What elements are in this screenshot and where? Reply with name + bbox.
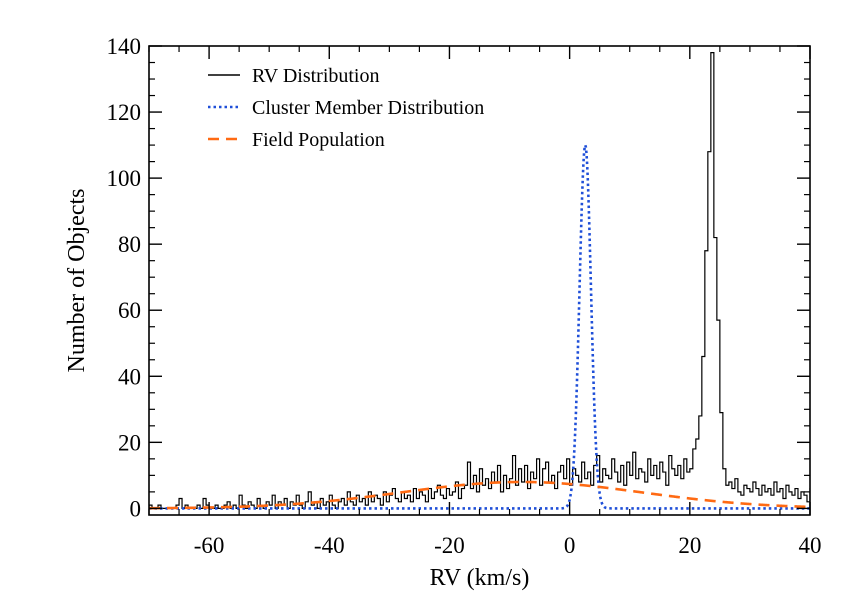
legend-label-1: RV Distribution [252, 65, 380, 87]
series-line-2 [149, 140, 810, 510]
legend-label-3: Field Population [252, 129, 385, 151]
series-line-1 [149, 52, 810, 509]
y-axis-label: Number of Objects [64, 189, 90, 373]
legend: RV Distribution Cluster Member Distributi… [208, 65, 484, 151]
y-tick-label: 60 [118, 298, 141, 323]
x-tick-label: 20 [678, 533, 701, 558]
y-tick-label: 140 [107, 34, 142, 59]
x-tick-label: -20 [434, 533, 465, 558]
y-tick-label: 0 [130, 496, 142, 521]
y-tick-label: 20 [118, 430, 141, 455]
y-tick-label: 100 [107, 166, 142, 191]
y-tick-label: 40 [118, 364, 141, 389]
x-tick-label: 40 [799, 533, 822, 558]
legend-label-2: Cluster Member Distribution [252, 97, 484, 119]
x-tick-label: -60 [194, 533, 225, 558]
series-line-3 [149, 480, 810, 510]
axis-ticks: -60 -40 -20 0 20 40 0 20 40 60 80 100 120 140 [107, 34, 822, 558]
plot-area [149, 52, 810, 510]
x-tick-label: 0 [564, 533, 576, 558]
y-tick-label: 120 [107, 100, 142, 125]
x-axis-label: RV (km/s) [430, 565, 530, 591]
x-tick-label: -40 [314, 533, 345, 558]
y-tick-label: 80 [118, 232, 141, 257]
